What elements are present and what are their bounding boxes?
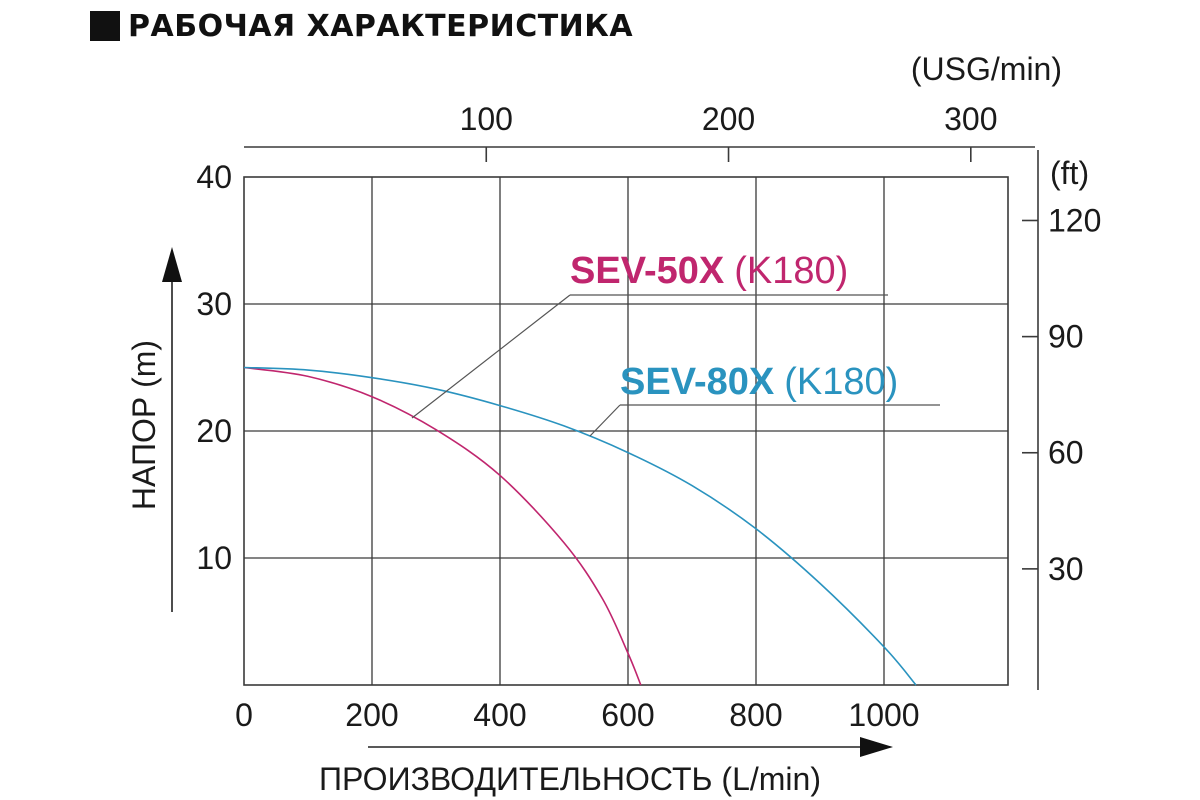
- series: [243, 366, 917, 686]
- x-axis-title: ПРОИЗВОДИТЕЛЬНОСТЬ (L/min): [319, 761, 821, 797]
- x-axis-arrow-head: [860, 737, 893, 757]
- chart-title: РАБОЧАЯ ХАРАКТЕРИСТИКА: [90, 6, 633, 46]
- x-top-unit-label: (USG/min): [911, 51, 1062, 87]
- series-label-sev-50x: SEV-50X (K180): [570, 250, 848, 292]
- series-label-name: SEV-80X: [620, 361, 775, 403]
- y-right-tick-label: 60: [1048, 435, 1084, 471]
- x-tick-label: 800: [729, 697, 782, 733]
- y-tick-label: 30: [196, 286, 232, 322]
- y-right-unit-label: (ft): [1050, 155, 1089, 191]
- chart-title-text: РАБОЧАЯ ХАРАКТЕРИСТИКА: [128, 8, 634, 44]
- x-tick-label: 600: [601, 697, 654, 733]
- series-leader-line: [589, 404, 621, 437]
- series-label-suffix: (K180): [784, 361, 898, 403]
- axes: 0 200 400 600 800 1000 10 20 30 40 100 200 300 (USG/m…: [126, 51, 1101, 797]
- y-tick-label: 10: [196, 540, 232, 576]
- y-right-tick-label: 90: [1048, 319, 1084, 355]
- x-tick-label: 1000: [848, 697, 919, 733]
- series-line-sev-50x: [243, 366, 642, 686]
- y-axis-arrow-head: [162, 247, 182, 282]
- x-tick-label: 400: [473, 697, 526, 733]
- series-label-name: SEV-50X: [570, 250, 725, 292]
- x-tick-label: 200: [345, 697, 398, 733]
- x-top-tick-label: 300: [944, 101, 997, 137]
- x-tick-label: 0: [235, 697, 253, 733]
- y-axis-title: НАПОР (m): [126, 340, 162, 510]
- series-label-sev-80x: SEV-80X (K180): [620, 361, 898, 403]
- series-leader-line: [411, 294, 571, 419]
- labels: SEV-50X (K180)SEV-80X (K180): [411, 250, 940, 437]
- y-right-tick-label: 120: [1048, 202, 1101, 238]
- y-right-tick-label: 30: [1048, 551, 1084, 587]
- series-label-suffix: (K180): [734, 250, 848, 292]
- y-tick-label: 20: [196, 413, 232, 449]
- title-square-icon: [90, 11, 120, 41]
- x-top-tick-label: 100: [460, 101, 513, 137]
- y-tick-label: 40: [196, 159, 232, 195]
- x-top-tick-label: 200: [702, 101, 755, 137]
- grid: [243, 176, 1009, 686]
- series-line-sev-80x: [243, 366, 917, 686]
